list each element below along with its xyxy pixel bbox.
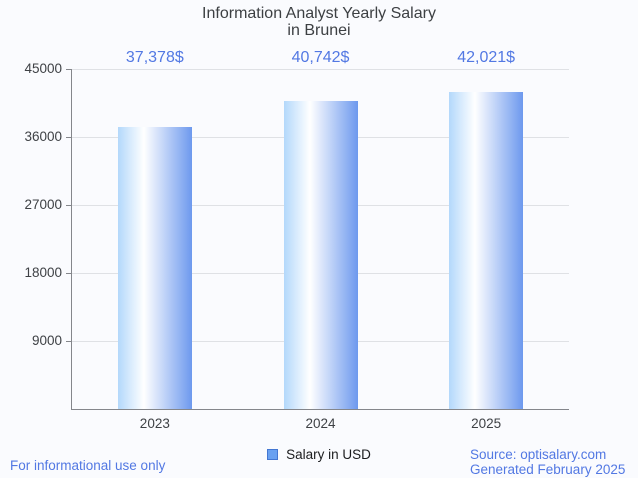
y-axis-label: 45000: [24, 61, 62, 76]
y-axis-tick: [66, 272, 72, 274]
legend-label: Salary in USD: [286, 447, 371, 462]
legend: Salary in USD: [0, 447, 638, 462]
source-text: Source: optisalary.com: [470, 447, 607, 462]
y-axis-tick: [66, 340, 72, 342]
gridline: [72, 69, 569, 70]
generated-text: Generated February 2025: [470, 461, 626, 477]
legend-swatch-icon: [267, 449, 279, 460]
bar-value-label: 37,378$: [125, 49, 184, 66]
plot-area: 9000 18000 27000 36000 45000 37,378$ 2023 40,74…: [24, 49, 569, 431]
source-block: Source: optisalary.com Generated Februar…: [470, 447, 626, 477]
y-axis-label: 27000: [24, 197, 62, 212]
x-axis-label: 2023: [139, 416, 170, 431]
y-axis-tick: [66, 68, 72, 70]
y-axis-label: 36000: [24, 129, 62, 144]
bar-value-label: 42,021$: [457, 49, 516, 66]
bar-value-label: 40,742$: [291, 49, 350, 66]
x-axis-label: 2025: [471, 416, 502, 431]
bar-2023: [117, 126, 192, 409]
y-axis-label: 9000: [31, 333, 62, 348]
y-axis-tick: [66, 204, 72, 206]
y-axis-label: 18000: [24, 265, 62, 280]
x-axis-label: 2024: [305, 416, 336, 431]
bar-2025: [449, 91, 524, 409]
chart-title: Information Analyst Yearly Salary in Bru…: [0, 5, 638, 39]
y-axis-tick: [66, 136, 72, 138]
disclaimer-text: For informational use only: [10, 458, 166, 473]
chart-title-line2: in Brunei: [287, 22, 351, 39]
chart-title-line1: Information Analyst Yearly Salary: [202, 5, 436, 22]
bar-2024: [283, 101, 358, 409]
